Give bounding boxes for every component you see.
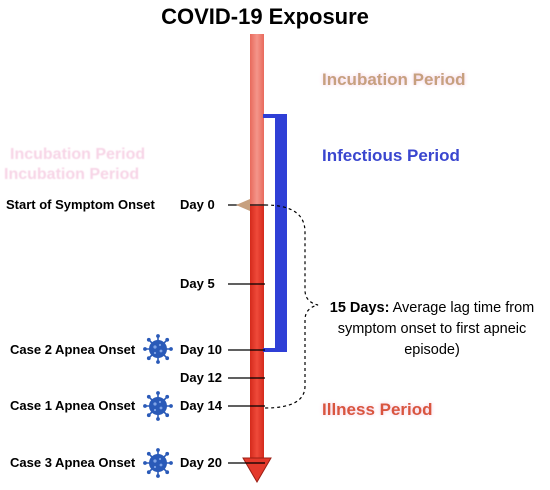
symptom-onset-label: Start of Symptom Onset xyxy=(6,197,155,212)
illness-bar xyxy=(250,206,264,458)
virus-icon xyxy=(142,333,174,365)
illness-period-label: Illness Period xyxy=(322,400,433,419)
case-2-apnea-label: Case 2 Apnea Onset xyxy=(10,342,136,357)
timeline-arrowhead xyxy=(242,457,272,483)
virus-icon xyxy=(142,390,174,422)
ghost-incubation-label-2: Incubation Period xyxy=(4,166,140,183)
lag-annotation-bold: 15 Days: xyxy=(329,300,390,316)
diagram-title: COVID-19 Exposure xyxy=(161,4,369,29)
day-0-label: Day 0 xyxy=(180,197,215,212)
lag-annotation-text: Average lag time from symptom onset to f… xyxy=(337,300,535,358)
infectious-period-label: Infectious Period xyxy=(322,146,460,165)
day-12-label: Day 12 xyxy=(180,370,222,385)
day-10-label: Day 10 xyxy=(180,342,222,357)
lag-brace xyxy=(264,204,319,409)
incubation-bar xyxy=(250,34,264,206)
infectious-bar xyxy=(275,116,287,350)
day-14-label: Day 14 xyxy=(180,398,222,413)
lag-annotation: 15 Days: Average lag time from symptom o… xyxy=(318,298,546,361)
incubation-period-label: Incubation Period xyxy=(322,70,466,89)
case-3-apnea-label: Case 3 Apnea Onset xyxy=(10,455,136,470)
day-20-label: Day 20 xyxy=(180,455,222,470)
day-0-marker xyxy=(236,199,250,211)
virus-icon xyxy=(142,447,174,479)
case-1-apnea-label: Case 1 Apnea Onset xyxy=(10,398,136,413)
day-5-label: Day 5 xyxy=(180,276,215,291)
ghost-incubation-label-1: Incubation Period xyxy=(10,146,146,163)
